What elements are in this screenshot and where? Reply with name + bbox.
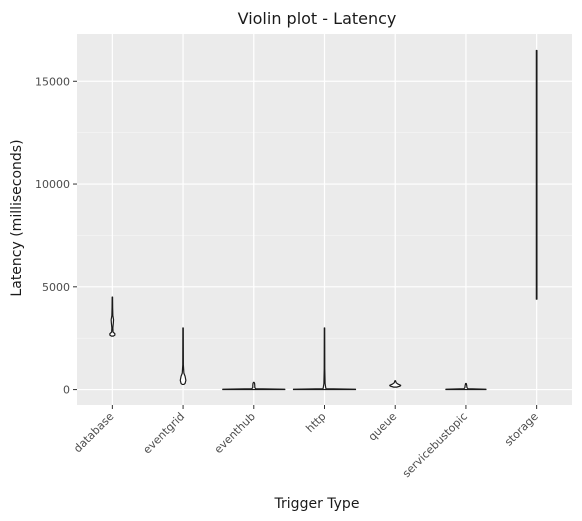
violin-eventhub	[222, 381, 286, 391]
y-axis: 0 5000 10000 15000	[35, 75, 77, 397]
violin-queue	[389, 380, 402, 388]
x-tick-label: database	[71, 410, 116, 455]
x-tick-label: http	[303, 410, 328, 435]
violin-eventgrid	[179, 327, 187, 386]
x-tick-label: servicebustopic	[400, 410, 470, 480]
violin-database	[109, 296, 116, 337]
x-tick-label: queue	[366, 410, 400, 444]
x-axis: database eventgrid eventhub http queue servic…	[71, 405, 541, 480]
y-axis-label: Latency (milliseconds)	[9, 139, 25, 296]
y-tick-label: 15000	[35, 75, 70, 88]
x-tick-label: eventhub	[212, 410, 258, 456]
violins	[109, 49, 538, 391]
x-tick-label: eventgrid	[141, 410, 188, 457]
violin-servicebustopic	[445, 382, 487, 391]
violin-http	[292, 327, 357, 391]
y-tick-label: 5000	[42, 281, 70, 294]
violin-storage	[535, 49, 538, 300]
chart-title: Violin plot - Latency	[238, 9, 397, 28]
y-tick-label: 0	[63, 384, 70, 397]
y-tick-label: 10000	[35, 178, 70, 191]
x-axis-label: Trigger Type	[274, 496, 360, 512]
x-tick-label: storage	[502, 410, 541, 449]
